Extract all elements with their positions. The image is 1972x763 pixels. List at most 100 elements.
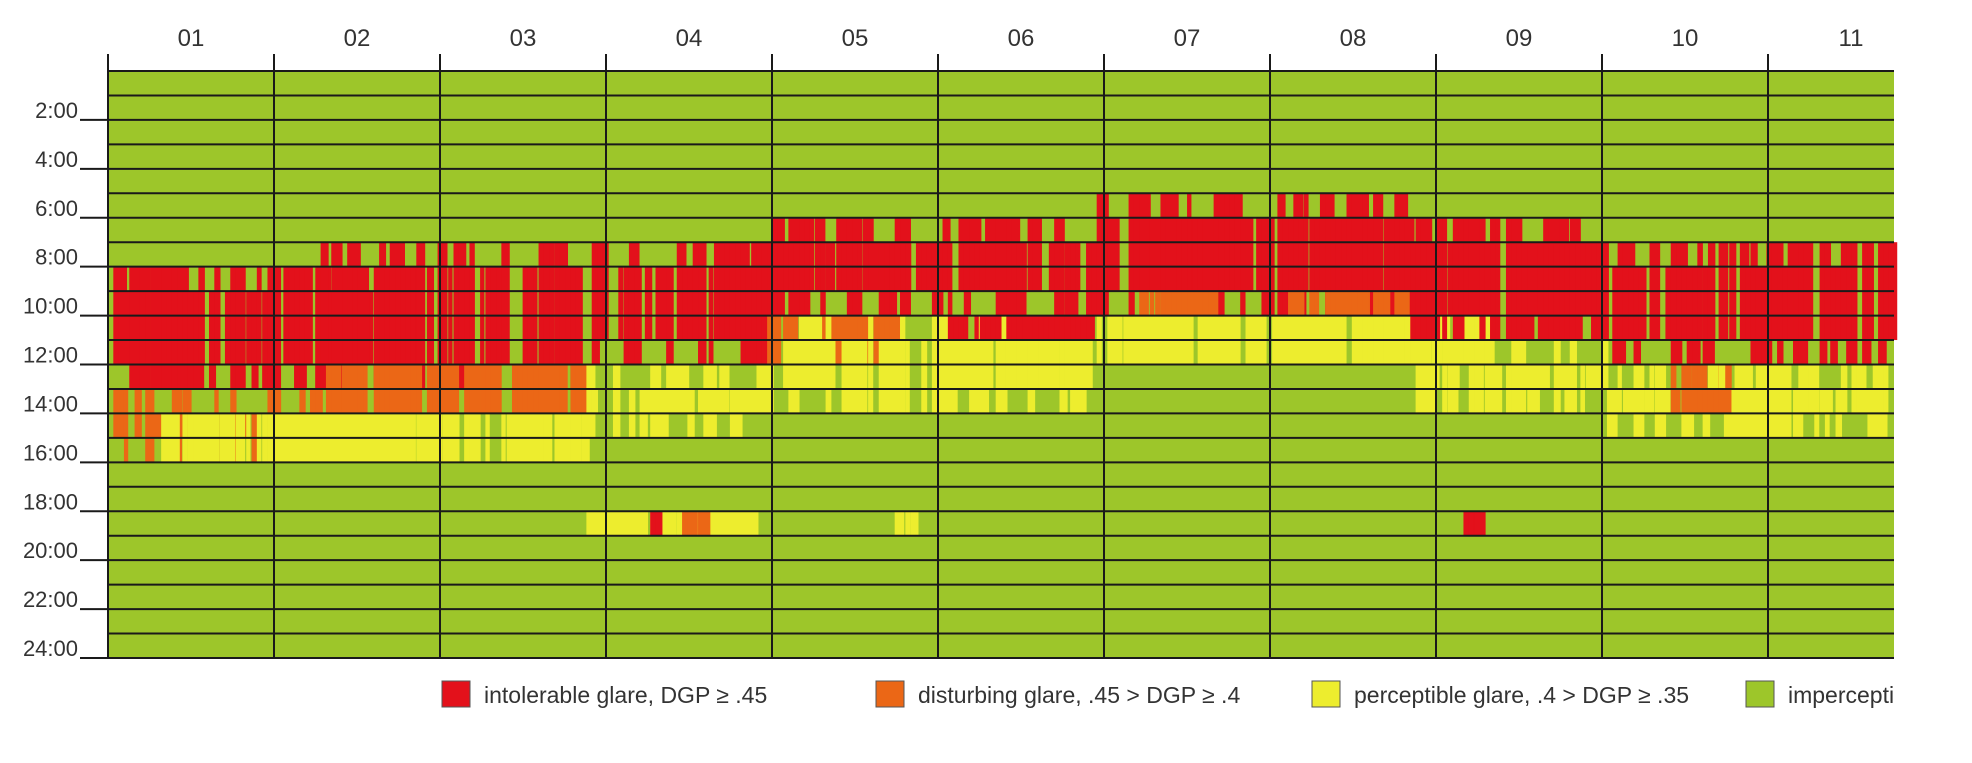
intolerable-cell (1442, 217, 1448, 341)
disturbing-cell (1702, 364, 1708, 389)
intolerable-cell (448, 266, 453, 389)
intolerable-cell (591, 242, 600, 365)
perceptible-cell (1027, 340, 1036, 414)
perceptible-cell (740, 511, 749, 536)
legend-swatch-disturbing (875, 680, 905, 708)
intolerable-cell (1798, 242, 1809, 365)
intolerable-cell (182, 291, 189, 365)
intolerable-cell (618, 266, 624, 341)
intolerable-cell (1032, 315, 1040, 341)
disturbing-cell (1293, 291, 1305, 316)
legend-label-disturbing: disturbing glare, .45 > DGP ≥ .4 (918, 682, 1240, 708)
intolerable-cell (1016, 242, 1027, 316)
intolerable-cell (1059, 315, 1069, 341)
intolerable-cell (1128, 193, 1135, 316)
intolerable-cell (1335, 217, 1344, 292)
perceptible-cell (1862, 388, 1869, 414)
intolerable-cell (1862, 242, 1872, 365)
intolerable-cell (1288, 217, 1295, 292)
perceptible-cell (1745, 364, 1753, 438)
disturbing-cell (145, 388, 155, 463)
intolerable-cell (235, 266, 246, 389)
intolerable-cell (1505, 217, 1514, 341)
perceptible-cell (729, 511, 738, 536)
intolerable-cell (1878, 242, 1887, 365)
perceptible-cell (735, 388, 748, 414)
perceptible-cell (1474, 340, 1484, 414)
perceptible-cell (1622, 388, 1636, 414)
disturbing-cell (1139, 291, 1147, 316)
intolerable-cell (958, 315, 967, 341)
intolerable-cell (1527, 242, 1539, 316)
perceptible-cell (1612, 388, 1619, 414)
disturbing-cell (1197, 291, 1209, 316)
intolerable-cell (1782, 266, 1792, 341)
intolerable-cell (1032, 217, 1042, 292)
intolerable-cell (1187, 193, 1192, 316)
hour-tick-label: 2:00 (35, 98, 78, 123)
hour-tick-label: 12:00 (23, 343, 78, 368)
intolerable-cell (1086, 242, 1096, 316)
intolerable-cell (410, 266, 416, 389)
intolerable-cell (889, 242, 898, 316)
intolerable-cell (1325, 193, 1335, 316)
hour-tick-label: 24:00 (23, 636, 78, 661)
intolerable-cell (1202, 217, 1215, 292)
intolerable-cell (246, 291, 255, 365)
intolerable-cell (761, 242, 770, 365)
perceptible-cell (1633, 364, 1644, 438)
perceptible-cell (676, 511, 684, 536)
intolerable-cell (1011, 217, 1021, 292)
intolerable-cell (1745, 266, 1756, 341)
disturbing-cell (1670, 364, 1677, 389)
disturbing-cell (123, 388, 129, 463)
perceptible-cell (905, 340, 910, 414)
intolerable-cell (437, 242, 448, 365)
intolerable-cell (985, 217, 999, 292)
disturbing-cell (1181, 291, 1191, 316)
month-tick-label: 06 (1008, 25, 1035, 52)
perceptible-cell (969, 340, 979, 414)
intolerable-cell (628, 242, 640, 365)
intolerable-cell (368, 291, 374, 365)
intolerable-cell (814, 217, 826, 292)
legend-swatch-intolerable (441, 680, 471, 708)
intolerable-cell (400, 242, 405, 365)
intolerable-cell (1346, 193, 1355, 316)
perceptible-cell (1521, 364, 1528, 389)
hour-axis: 2:00 4:00 6:00 8:00 10:00 12:00 14:00 16:00 18:0… (23, 98, 108, 661)
disturbing-cell (1681, 364, 1691, 389)
perceptible-cell (1001, 315, 1006, 389)
intolerable-cell (1468, 511, 1474, 536)
intolerable-cell (756, 242, 767, 365)
month-tick-label: 04 (676, 25, 703, 52)
perceptible-cell (921, 340, 928, 414)
perceptible-cell (1442, 340, 1448, 414)
intolerable-cell (145, 291, 151, 365)
hour-tick-label: 18:00 (23, 489, 78, 514)
intolerable-cell (118, 291, 132, 365)
perceptible-cell (708, 511, 722, 536)
disturbing-cell (1692, 364, 1698, 389)
intolerable-cell (1373, 193, 1384, 316)
legend-label-perceptible: perceptible glare, .4 > DGP ≥ .35 (1354, 682, 1689, 708)
perceptible-cell (618, 511, 626, 536)
intolerable-cell (1681, 266, 1687, 341)
month-tick-label: 01 (178, 25, 205, 52)
intolerable-cell (878, 242, 887, 316)
disturbing-cell (1149, 291, 1155, 316)
intolerable-cell (682, 266, 690, 341)
disturbing-cell (150, 413, 157, 438)
intolerable-cell (1149, 217, 1162, 292)
perceptible-cell (713, 388, 721, 414)
intolerable-cell (1490, 217, 1501, 341)
perceptible-cell (889, 340, 901, 414)
disturbing-cell (1378, 291, 1386, 316)
perceptible-cell (671, 511, 677, 536)
perceptible-cell (666, 511, 676, 536)
perceptible-cell (698, 388, 705, 414)
perceptible-cell (735, 511, 744, 536)
perceptible-cell (862, 340, 868, 414)
perceptible-cell (958, 315, 966, 389)
intolerable-cell (947, 242, 953, 316)
